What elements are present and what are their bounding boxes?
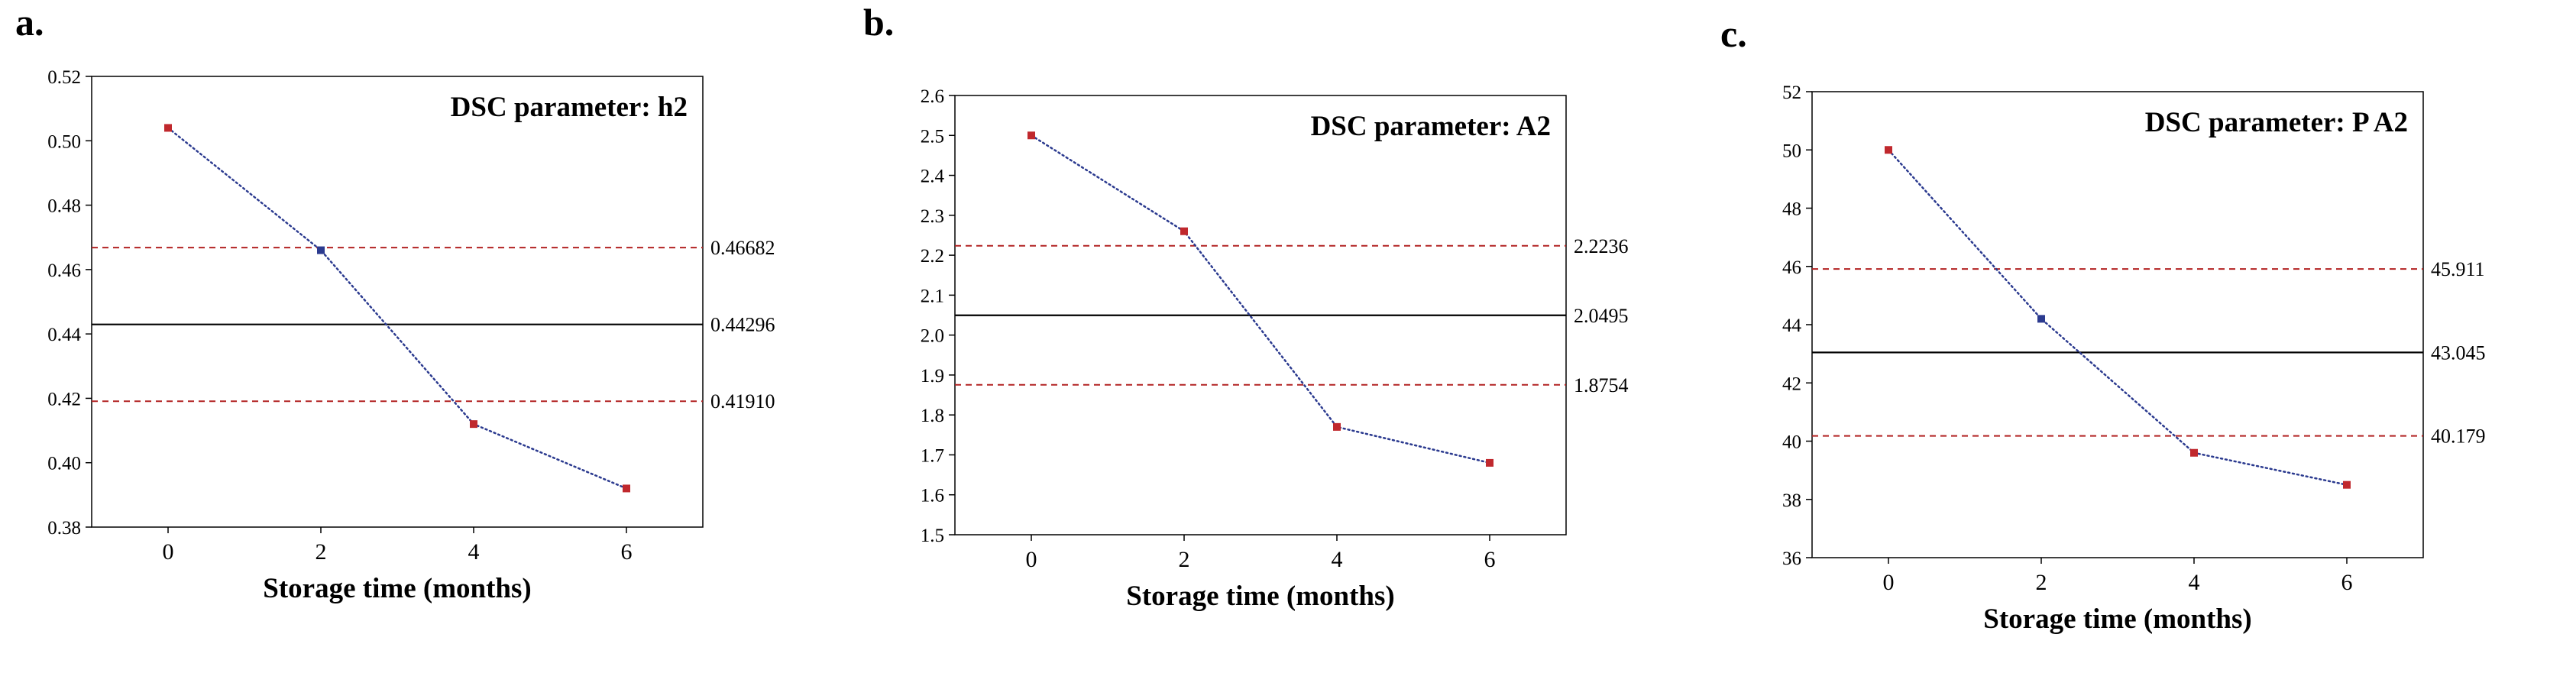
chart-b: 1.5 1.6 1.7 1.8 1.9 2.0 2.1 2.2 2.3 2.4 2.5 2.6 0 2 4 6… — [921, 86, 1629, 612]
y-tick-label: 2.4 — [921, 167, 945, 187]
y-tick-label: 52 — [1782, 83, 1801, 103]
data-point — [470, 420, 477, 429]
x-tick-label: 2 — [1179, 547, 1190, 572]
y-tick-label: 1.9 — [921, 366, 944, 387]
data-point — [317, 246, 325, 254]
panel-label: b. — [863, 1, 895, 44]
x-tick-label: 4 — [1332, 547, 1343, 572]
y-tick-label: 48 — [1782, 199, 1801, 220]
data-point — [2190, 448, 2198, 457]
data-point — [2343, 480, 2351, 489]
plot-frame — [1811, 91, 2424, 558]
y-tick-label: 2.6 — [921, 86, 944, 107]
y-tick-label: 2.3 — [921, 206, 944, 227]
y-tick-label: 36 — [1782, 548, 1801, 569]
chart-panel-a: a. 0.38 0.40 0.42 0.44 0.46 0.48 0.50 0.52 0 2 4 6 0… — [0, 0, 840, 673]
y-tick-label: 0.38 — [47, 518, 81, 539]
x-tick-label: 6 — [1484, 547, 1496, 572]
y-tick-label: 42 — [1782, 374, 1801, 394]
x-tick-label: 6 — [621, 539, 633, 565]
y-tick-label: 40 — [1782, 432, 1801, 453]
y-tick-label: 0.52 — [47, 67, 81, 88]
x-tick-label: 4 — [2189, 570, 2200, 595]
x-tick-label: 2 — [2036, 570, 2047, 595]
series-line — [167, 127, 628, 490]
y-tick-label: 2.1 — [921, 286, 944, 306]
chart-title: DSC parameter: P A2 — [2145, 107, 2408, 138]
y-tick-label: 0.50 — [47, 131, 81, 152]
series-line — [1030, 134, 1491, 464]
y-tick-label: 2.5 — [921, 126, 944, 147]
data-point — [1333, 422, 1341, 431]
y-tick-label: 0.48 — [47, 196, 81, 217]
chart-title: DSC parameter: A2 — [1311, 111, 1551, 142]
data-point — [623, 484, 630, 493]
x-tick-label: 0 — [163, 539, 174, 565]
series-line — [1887, 149, 2348, 486]
reference-line-label: 1.8754 — [1574, 374, 1629, 396]
data-point — [1885, 146, 1892, 154]
reference-line-label: 40.179 — [2431, 425, 2486, 448]
data-point — [164, 124, 172, 132]
x-axis-label: Storage time (months) — [263, 573, 531, 604]
x-axis-label: Storage time (months) — [1983, 603, 2251, 635]
reference-line-label: 2.2236 — [1574, 235, 1629, 257]
reference-line-label: 0.44296 — [710, 314, 775, 336]
reference-line-label: 45.911 — [2431, 258, 2485, 280]
y-tick-label: 46 — [1782, 257, 1801, 278]
x-tick-label: 4 — [468, 539, 480, 565]
y-tick-label: 38 — [1782, 490, 1801, 511]
reference-line-label: 43.045 — [2431, 341, 2486, 364]
y-tick-label: 2.2 — [921, 246, 944, 267]
y-tick-label: 1.8 — [921, 406, 944, 426]
reference-line-label: 0.46682 — [710, 237, 775, 259]
y-tick-label: 1.6 — [921, 486, 944, 506]
y-tick-label: 0.46 — [47, 260, 81, 281]
chart-panel-c: c. 36 38 40 42 44 46 48 50 52 0 2 4 6 45.911 43.045 40.… — [1720, 0, 2568, 673]
x-tick-label: 6 — [2341, 570, 2353, 595]
data-point — [1486, 458, 1493, 467]
y-tick-label: 0.42 — [47, 389, 81, 409]
data-point — [2037, 315, 2045, 323]
reference-line-label: 2.0495 — [1574, 305, 1629, 327]
x-axis-label: Storage time (months) — [1126, 581, 1394, 612]
x-tick-label: 2 — [316, 539, 327, 565]
chart-a: 0.38 0.40 0.42 0.44 0.46 0.48 0.50 0.52 0 2 4 6 0.46… — [47, 67, 775, 604]
reference-line-label: 0.41910 — [710, 390, 775, 413]
y-tick-label: 2.0 — [921, 326, 944, 347]
x-tick-label: 0 — [1026, 547, 1037, 572]
y-tick-label: 0.44 — [47, 325, 81, 345]
panel-label: a. — [15, 1, 44, 44]
panel-label: c. — [1720, 12, 1747, 55]
chart-panel-b: b. 1.5 1.6 1.7 1.8 1.9 2.0 2.1 2.2 2.3 2.4 2.5 2.6 0… — [863, 0, 1704, 673]
x-tick-label: 0 — [1883, 570, 1895, 595]
y-tick-label: 44 — [1782, 315, 1802, 336]
y-tick-label: 1.5 — [921, 526, 944, 546]
chart-title: DSC parameter: h2 — [451, 92, 688, 123]
plot-frame — [91, 76, 704, 528]
y-tick-label: 1.7 — [921, 445, 944, 466]
data-point — [1027, 131, 1035, 140]
y-tick-label: 50 — [1782, 141, 1801, 161]
data-point — [1180, 227, 1188, 235]
y-tick-label: 0.40 — [47, 454, 81, 474]
